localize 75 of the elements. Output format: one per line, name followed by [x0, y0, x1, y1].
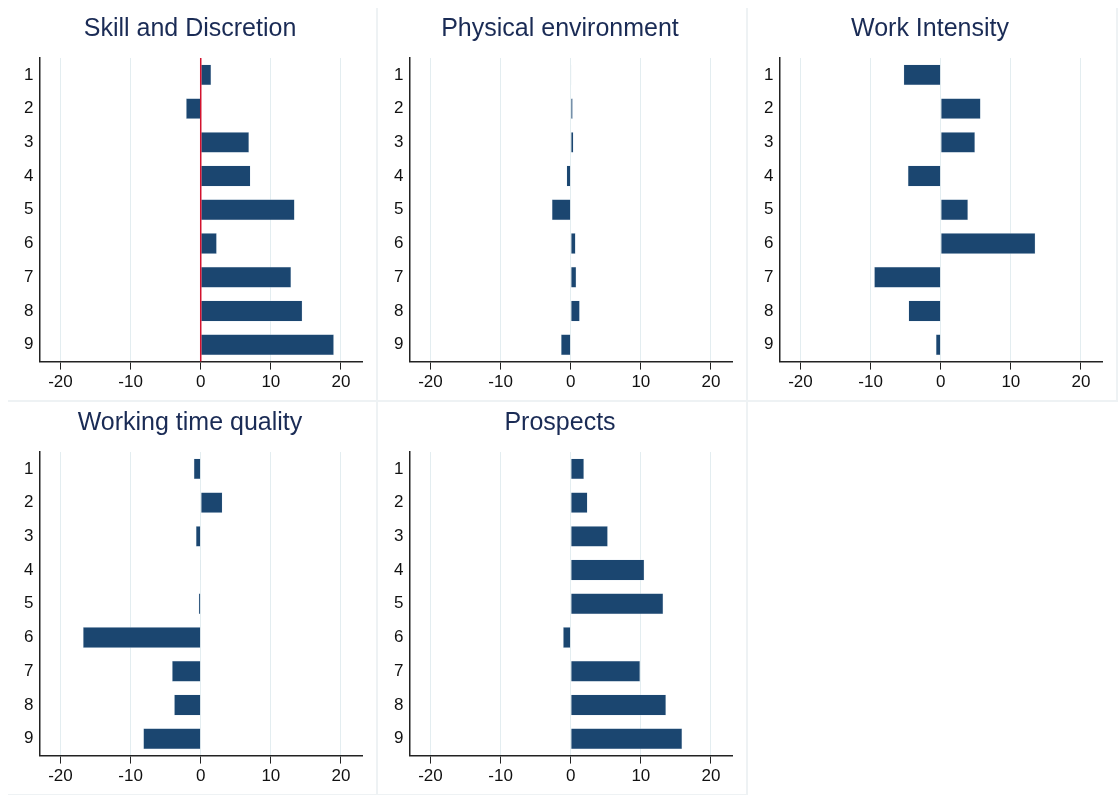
y-tick-label: 2: [23, 492, 34, 512]
y-tick-label: 2: [23, 98, 34, 118]
x-tick-label: 10: [631, 766, 651, 786]
y-tick-label: 1: [393, 64, 404, 84]
chart-title: Prospects: [504, 406, 616, 435]
x-tick-label: 0: [565, 766, 576, 786]
y-tick-label: 2: [763, 98, 774, 118]
x-tick-label: -10: [488, 372, 513, 392]
y-tick-label: 7: [393, 660, 404, 680]
y-tick-label: 6: [23, 627, 34, 647]
x-tick-label: -10: [858, 372, 883, 392]
x-tick-label: 0: [935, 372, 946, 392]
chart-title: Work Intensity: [851, 12, 1010, 41]
y-tick-label: 6: [393, 627, 404, 647]
x-tick-label: -20: [418, 766, 443, 786]
x-tick-label: 10: [261, 766, 281, 786]
x-tick-label: 20: [331, 372, 351, 392]
y-tick-label: 4: [763, 165, 774, 185]
y-tick-label: 2: [393, 492, 404, 512]
y-tick-label: 6: [763, 233, 774, 253]
y-tick-label: 4: [23, 559, 34, 579]
y-tick-label: 6: [23, 233, 34, 253]
y-tick-label: 1: [763, 64, 774, 84]
y-tick-label: 9: [23, 728, 34, 748]
y-tick-label: 8: [393, 300, 404, 320]
y-tick-label: 8: [763, 300, 774, 320]
y-tick-label: 3: [23, 526, 34, 546]
y-tick-label: 7: [763, 266, 774, 286]
y-tick-label: 7: [23, 266, 34, 286]
x-tick-label: -20: [788, 372, 813, 392]
x-tick-label: 20: [701, 372, 721, 392]
x-tick-label: 20: [701, 766, 721, 786]
y-tick-label: 3: [393, 132, 404, 152]
x-tick-label: 0: [195, 372, 206, 392]
y-tick-label: 6: [393, 233, 404, 253]
x-tick-label: 10: [631, 372, 651, 392]
x-tick-label: 20: [331, 766, 351, 786]
x-tick-label: 0: [565, 372, 576, 392]
y-tick-label: 9: [23, 334, 34, 354]
y-tick-label: 3: [393, 526, 404, 546]
y-tick-label: 4: [393, 165, 404, 185]
y-tick-label: 8: [23, 300, 34, 320]
y-tick-label: 7: [393, 266, 404, 286]
y-tick-label: 5: [23, 593, 34, 613]
chart-title: Skill and Discretion: [83, 12, 297, 41]
x-tick-label: -10: [488, 766, 513, 786]
x-tick-label: -10: [118, 372, 143, 392]
x-tick-label: -10: [118, 766, 143, 786]
x-tick-label: 10: [261, 372, 281, 392]
y-tick-label: 1: [23, 458, 34, 478]
y-tick-label: 5: [23, 199, 34, 219]
y-tick-label: 9: [393, 334, 404, 354]
y-tick-label: 8: [23, 694, 34, 714]
y-tick-label: 1: [23, 64, 34, 84]
x-tick-label: -20: [48, 372, 73, 392]
y-tick-label: 3: [23, 132, 34, 152]
x-tick-label: 0: [195, 766, 206, 786]
y-tick-label: 7: [23, 660, 34, 680]
y-tick-label: 8: [393, 694, 404, 714]
chart-title: Working time quality: [77, 406, 303, 435]
x-tick-label: -20: [418, 372, 443, 392]
x-tick-label: -20: [48, 766, 73, 786]
x-tick-label: 20: [1071, 372, 1091, 392]
y-tick-label: 9: [393, 728, 404, 748]
x-tick-label: 10: [1001, 372, 1021, 392]
chart-title: Physical environment: [441, 12, 679, 41]
y-tick-label: 3: [763, 132, 774, 152]
y-tick-label: 9: [763, 334, 774, 354]
y-tick-label: 5: [393, 199, 404, 219]
y-tick-label: 5: [393, 593, 404, 613]
y-tick-label: 4: [393, 559, 404, 579]
y-tick-label: 2: [393, 98, 404, 118]
y-tick-label: 4: [23, 165, 34, 185]
y-tick-label: 5: [763, 199, 774, 219]
y-tick-label: 1: [393, 458, 404, 478]
